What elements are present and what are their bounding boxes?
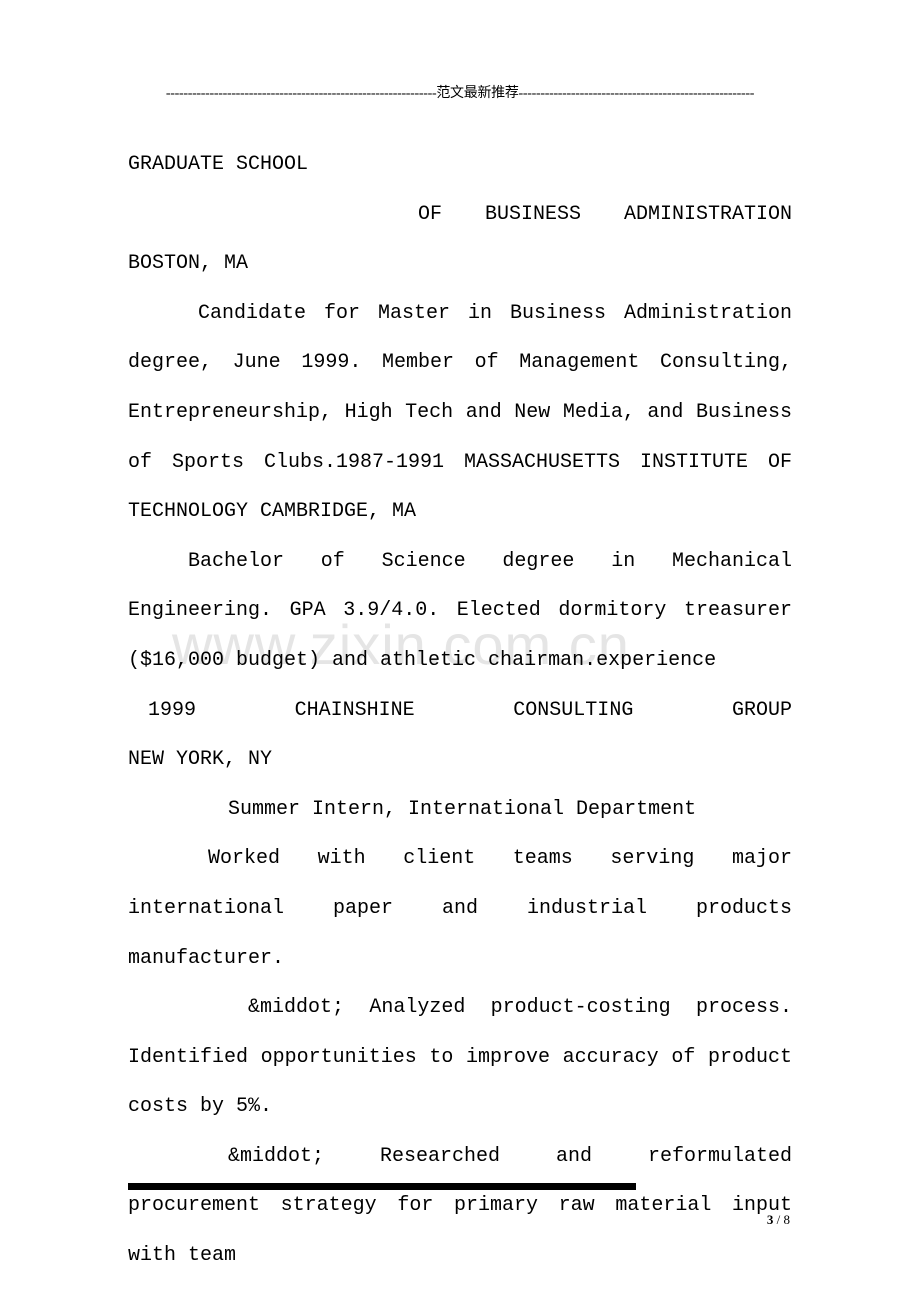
paragraph-4: Bachelor of Science degree in Mechanical… <box>128 537 792 686</box>
paragraph-9: &middot; Researched and reformulated pro… <box>128 1132 792 1281</box>
page-separator: / <box>773 1212 783 1227</box>
paragraph-8: &middot; Analyzed product-costing proces… <box>128 983 792 1132</box>
text-line-5a: 1999CHAINSHINECONSULTINGGROUP <box>128 686 792 736</box>
text-line-1: GRADUATE SCHOOL <box>128 140 792 190</box>
text-line-2b: BOSTON, MA <box>128 239 792 289</box>
paragraph-7: Worked with client teams serving major i… <box>128 834 792 983</box>
page-number: 3 / 8 <box>767 1212 790 1228</box>
paragraph-3: Candidate for Master in Business Adminis… <box>128 289 792 537</box>
text-line-5b: NEW YORK, NY <box>128 735 792 785</box>
text-line-2a: OFBUSINESSADMINISTRATION <box>128 190 792 240</box>
header-separator: ----------------------------------------… <box>128 82 792 102</box>
text-line-6: Summer Intern, International Department <box>128 785 792 835</box>
total-pages: 8 <box>784 1212 791 1227</box>
document-body: GRADUATE SCHOOL OFBUSINESSADMINISTRATION… <box>128 140 792 1281</box>
bottom-rule <box>128 1183 636 1190</box>
